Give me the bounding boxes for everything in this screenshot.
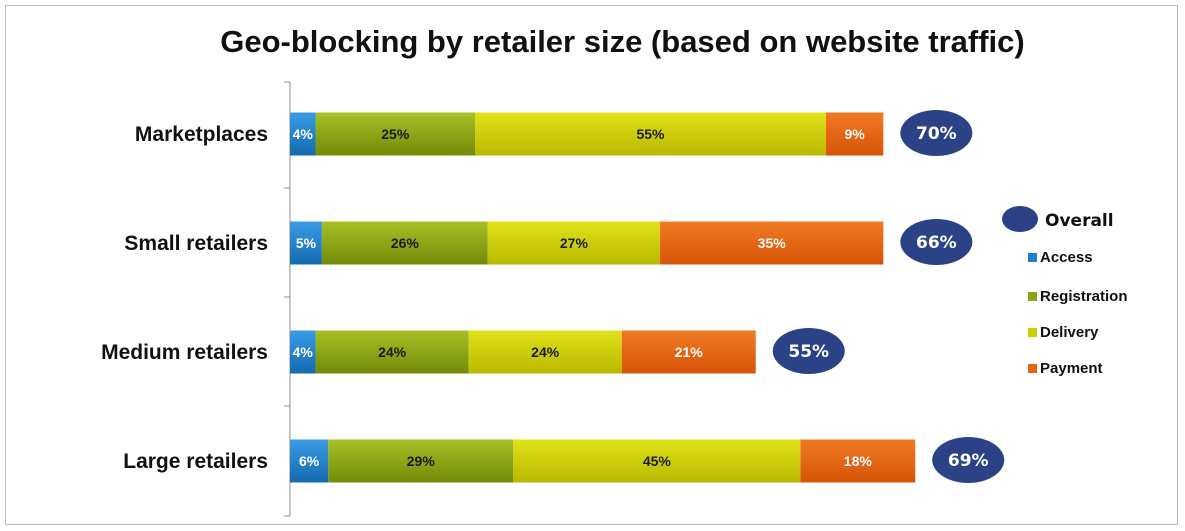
legend-label-registration: Registration [1040, 288, 1128, 305]
bar-registration-medium-retailers [315, 330, 469, 374]
data-label-access-medium-retailers: 4% [293, 344, 314, 360]
bar-access-marketplaces [290, 112, 316, 156]
bar-delivery-small-retailers [487, 221, 661, 265]
data-label-payment-medium-retailers: 21% [675, 344, 704, 360]
bar-payment-small-retailers [660, 221, 884, 265]
chart-frame [5, 5, 1178, 525]
bar-payment-large-retailers [800, 439, 916, 483]
data-label-delivery-marketplaces: 55% [636, 126, 665, 142]
bar-delivery-large-retailers [513, 439, 801, 483]
overall-label-marketplaces: 70% [916, 124, 957, 144]
data-label-access-small-retailers: 5% [296, 235, 317, 251]
legend-label-delivery: Delivery [1040, 324, 1099, 341]
data-label-registration-small-retailers: 26% [391, 235, 420, 251]
overall-label-large-retailers: 69% [948, 451, 989, 471]
data-label-registration-large-retailers: 29% [407, 453, 436, 469]
data-label-payment-marketplaces: 9% [845, 126, 866, 142]
chart-title: Geo-blocking by retailer size (based on … [220, 24, 1025, 59]
data-label-access-large-retailers: 6% [299, 453, 320, 469]
overall-label-medium-retailers: 55% [788, 342, 829, 362]
bars-layer: 4% 25% 55% 9% 70% 5% 26% 27% 35% 66% 4% 24% 24% 21% 55… [290, 110, 1005, 483]
bar-access-medium-retailers [290, 330, 316, 374]
category-label-large-retailers: Large retailers [123, 450, 268, 473]
bar-access-large-retailers [290, 439, 329, 483]
bar-registration-large-retailers [328, 439, 514, 483]
bar-registration-small-retailers [321, 221, 488, 265]
legend-swatch-delivery [1028, 328, 1037, 337]
bar-access-small-retailers [290, 221, 322, 265]
bar-delivery-marketplaces [475, 112, 826, 156]
category-label-marketplaces: Marketplaces [135, 123, 268, 146]
overall-marker-large-retailers [932, 437, 1005, 483]
data-label-payment-large-retailers: 18% [844, 453, 873, 469]
legend-swatch-payment [1028, 364, 1037, 373]
data-label-registration-medium-retailers: 24% [378, 344, 407, 360]
data-label-access-marketplaces: 4% [293, 126, 314, 142]
category-label-medium-retailers: Medium retailers [101, 341, 268, 364]
legend-label-access: Access [1040, 249, 1093, 266]
legend-label-payment: Payment [1040, 360, 1103, 377]
legend-swatch-registration [1028, 292, 1037, 301]
y-axis: Marketplaces Small retailers Medium retail… [101, 81, 291, 517]
bar-registration-marketplaces [315, 112, 476, 156]
overall-label-small-retailers: 66% [916, 233, 957, 253]
data-label-delivery-medium-retailers: 24% [531, 344, 560, 360]
bar-payment-medium-retailers [621, 330, 756, 374]
legend-swatch-overall [1002, 206, 1038, 232]
bar-payment-marketplaces [825, 112, 884, 156]
data-label-delivery-small-retailers: 27% [560, 235, 589, 251]
bar-delivery-medium-retailers [468, 330, 622, 374]
data-label-payment-small-retailers: 35% [758, 235, 787, 251]
legend-label-overall: Overall [1045, 211, 1114, 231]
legend-swatch-access [1028, 253, 1037, 262]
overall-marker-medium-retailers [772, 328, 845, 374]
data-label-delivery-large-retailers: 45% [643, 453, 672, 469]
overall-marker-marketplaces [900, 110, 973, 156]
data-label-registration-marketplaces: 25% [381, 126, 410, 142]
legend: Overall Access Registration Delivery Payment [1002, 206, 1128, 377]
overall-marker-small-retailers [900, 219, 973, 265]
category-label-small-retailers: Small retailers [124, 232, 268, 255]
